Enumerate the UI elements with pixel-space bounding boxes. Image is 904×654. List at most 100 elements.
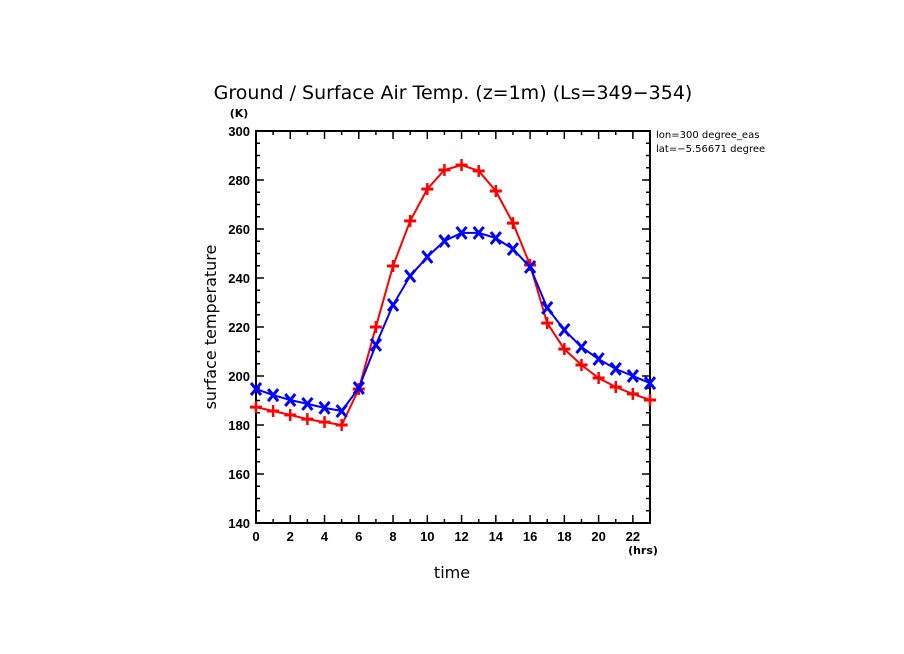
- x-tick-label: 16: [523, 529, 537, 544]
- marker-x-b: [266, 388, 280, 403]
- data-point: [421, 249, 434, 264]
- data-point: [249, 382, 263, 396]
- marker-x-b: [249, 382, 263, 396]
- data-point: [284, 408, 297, 421]
- marker-x-b: [318, 400, 331, 415]
- data-point: [267, 405, 280, 418]
- marker-x-b: [386, 297, 400, 312]
- data-point: [369, 321, 382, 333]
- x-axis-label: time: [434, 563, 470, 582]
- marker-x-b: [369, 337, 383, 352]
- data-point: [438, 234, 451, 248]
- y-axis-label: surface temperature: [201, 245, 220, 410]
- chart-title: Ground / Surface Air Temp. (z=1m) (Ls=34…: [214, 82, 693, 104]
- data-point: [592, 371, 605, 384]
- y-tick-label: 260: [228, 222, 250, 237]
- marker-x-b: [489, 231, 502, 246]
- data-point: [404, 214, 417, 227]
- data-point: [506, 217, 519, 230]
- y-tick-label: 160: [228, 467, 250, 482]
- series-layer: [249, 159, 657, 431]
- series-line: [255, 164, 651, 427]
- y-unit-label: (K): [230, 107, 249, 120]
- y-tick-label: 280: [228, 173, 250, 188]
- marker-x-b: [335, 404, 348, 418]
- x-unit-label: (hrs): [628, 544, 658, 557]
- marker-x-b: [523, 260, 537, 274]
- data-point: [352, 381, 365, 395]
- data-point: [643, 376, 657, 391]
- data-point: [523, 260, 537, 274]
- marker-x-b: [541, 300, 554, 315]
- marker-x-b: [626, 369, 640, 383]
- annotation-lon: lon=300 degree_eas: [656, 130, 759, 141]
- x-tick-label: 12: [454, 529, 468, 544]
- annotation-lat: lat=−5.56671 degree: [656, 144, 765, 155]
- data-point: [489, 231, 502, 246]
- data-point: [575, 358, 588, 371]
- data-point: [387, 259, 400, 272]
- data-point: [421, 183, 434, 196]
- data-point: [592, 352, 605, 367]
- data-point: [472, 164, 485, 177]
- marker-x-b: [472, 225, 485, 240]
- x-tick-label: 6: [355, 529, 362, 544]
- data-point: [335, 419, 348, 431]
- data-point: [626, 387, 639, 400]
- y-tick-label: 220: [228, 320, 250, 335]
- marker-x-b: [643, 376, 657, 391]
- y-tick-label: 240: [228, 271, 250, 286]
- x-tick-label: 22: [626, 529, 640, 544]
- marker-x-b: [421, 249, 434, 264]
- series-air: [249, 225, 657, 418]
- data-point: [438, 163, 451, 176]
- x-tick-label: 18: [557, 529, 571, 544]
- data-point: [506, 242, 520, 257]
- marker-x-b: [301, 396, 314, 411]
- marker-x-b: [352, 381, 365, 395]
- marker-x-b: [284, 393, 297, 407]
- x-tick-label: 14: [489, 529, 504, 544]
- marker-x-b: [438, 234, 451, 248]
- x-tick-label: 2: [287, 529, 294, 544]
- data-point: [301, 396, 314, 411]
- data-point: [301, 413, 314, 426]
- data-point: [318, 416, 331, 429]
- data-point: [318, 400, 331, 415]
- x-tick-label: 8: [389, 529, 396, 544]
- y-tick-label: 180: [228, 418, 250, 433]
- data-point: [266, 388, 280, 403]
- data-point: [626, 369, 640, 383]
- marker-x-b: [609, 361, 622, 376]
- data-point: [472, 225, 485, 240]
- plot-frame: [255, 130, 651, 524]
- data-point: [609, 381, 622, 394]
- marker-x-b: [455, 225, 468, 240]
- x-tick-label: 0: [252, 529, 259, 544]
- marker-x-b: [592, 352, 605, 367]
- data-point: [284, 393, 297, 407]
- data-point: [404, 269, 417, 284]
- marker-x-b: [558, 322, 571, 337]
- marker-x-b: [506, 242, 520, 257]
- data-point: [575, 340, 588, 355]
- y-tick-label: 200: [228, 369, 250, 384]
- data-point: [541, 300, 554, 315]
- series-line: [255, 231, 651, 413]
- data-point: [250, 401, 262, 414]
- data-point: [455, 159, 468, 172]
- data-point: [541, 317, 554, 330]
- axes: 140 160 180 200 220 240 260 280 300 0 2 4 6 8 10 12 14 16…: [228, 124, 651, 544]
- data-point: [644, 394, 656, 407]
- data-point: [369, 337, 383, 352]
- data-point: [335, 404, 348, 418]
- x-tick-label: 4: [321, 529, 329, 544]
- data-point: [558, 322, 571, 337]
- data-point: [609, 361, 622, 376]
- x-tick-label: 20: [591, 529, 605, 544]
- marker-x-b: [404, 269, 417, 284]
- data-point: [386, 297, 400, 312]
- y-tick-label: 140: [228, 516, 250, 531]
- data-point: [558, 343, 571, 356]
